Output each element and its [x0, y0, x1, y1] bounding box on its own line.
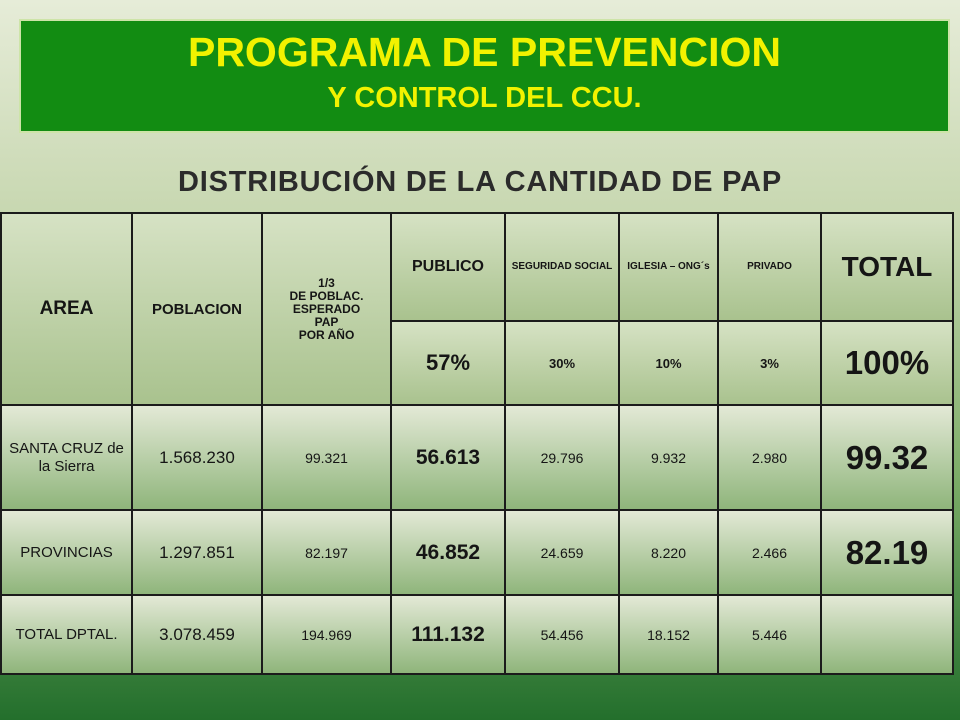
title-line-1: PROGRAMA DE PREVENCION	[187, 29, 782, 75]
distribution-table: AREA POBLACION 1/3 DE POBLAC. ESPERADO P…	[0, 212, 954, 675]
row-esperado: 82.197	[261, 509, 392, 596]
row-area: TOTAL DPTAL.	[0, 594, 133, 675]
table-subtitle: DISTRIBUCIÓN DE LA CANTIDAD DE PAP	[178, 166, 782, 198]
pct-seguridad: 30%	[504, 320, 620, 406]
percentage-row: 57% 30% 10% 3% 100%	[1, 320, 954, 406]
col-header-privado: PRIVADO	[717, 212, 822, 322]
col-header-iglesia: IGLESIA – ONG´s	[618, 212, 719, 322]
row-iglesia: 8.220	[618, 509, 719, 596]
footer-band	[0, 676, 960, 720]
row-poblacion: 3.078.459	[131, 594, 263, 675]
row-seguridad: 54.456	[504, 594, 620, 675]
title-line-2: Y CONTROL DEL CCU.	[327, 82, 642, 114]
row-poblacion: 1.568.230	[131, 404, 263, 511]
row-esperado: 194.969	[261, 594, 392, 675]
pct-publico: 57%	[390, 320, 506, 406]
row-iglesia: 18.152	[618, 594, 719, 675]
row-privado: 2.980	[717, 404, 822, 511]
row-total: 82.19	[820, 509, 954, 596]
title-banner: PROGRAMA DE PREVENCION Y CONTROL DEL CCU…	[19, 19, 950, 133]
pct-privado: 3%	[717, 320, 822, 406]
esperado-line-3: ESPERADO	[292, 301, 361, 316]
col-header-seguridad: SEGURIDAD SOCIAL	[504, 212, 620, 322]
col-header-poblacion: POBLACION	[131, 212, 263, 406]
row-iglesia: 9.932	[618, 404, 719, 511]
row-publico: 46.852	[390, 509, 506, 596]
esperado-line-4: PAP	[314, 314, 339, 329]
table-row: TOTAL DPTAL. 3.078.459 194.969 111.132 5…	[0, 594, 954, 675]
col-header-total: TOTAL	[820, 212, 954, 322]
row-area: SANTA CRUZ de la Sierra	[0, 404, 133, 511]
row-privado: 5.446	[717, 594, 822, 675]
row-poblacion: 1.297.851	[131, 509, 263, 596]
esperado-line-2: DE POBLAC.	[289, 288, 364, 303]
esperado-line-5: POR AÑO	[298, 327, 355, 342]
col-header-publico: PUBLICO	[390, 212, 506, 322]
col-header-area: AREA	[0, 212, 133, 406]
row-seguridad: 24.659	[504, 509, 620, 596]
table-row: SANTA CRUZ de la Sierra 1.568.230 99.321…	[0, 404, 954, 511]
row-esperado: 99.321	[261, 404, 392, 511]
row-area: PROVINCIAS	[0, 509, 133, 596]
header-row: AREA POBLACION 1/3 DE POBLAC. ESPERADO P…	[0, 212, 954, 406]
row-privado: 2.466	[717, 509, 822, 596]
pct-total: 100%	[820, 320, 954, 406]
table-row: PROVINCIAS 1.297.851 82.197 46.852 24.65…	[0, 509, 954, 596]
row-total	[820, 594, 954, 675]
row-publico: 56.613	[390, 404, 506, 511]
row-seguridad: 29.796	[504, 404, 620, 511]
row-total: 99.32	[820, 404, 954, 511]
pct-iglesia: 10%	[618, 320, 719, 406]
row-publico: 111.132	[390, 594, 506, 675]
col-header-esperado: 1/3 DE POBLAC. ESPERADO PAP POR AÑO	[261, 212, 392, 406]
esperado-line-1: 1/3	[318, 275, 335, 290]
